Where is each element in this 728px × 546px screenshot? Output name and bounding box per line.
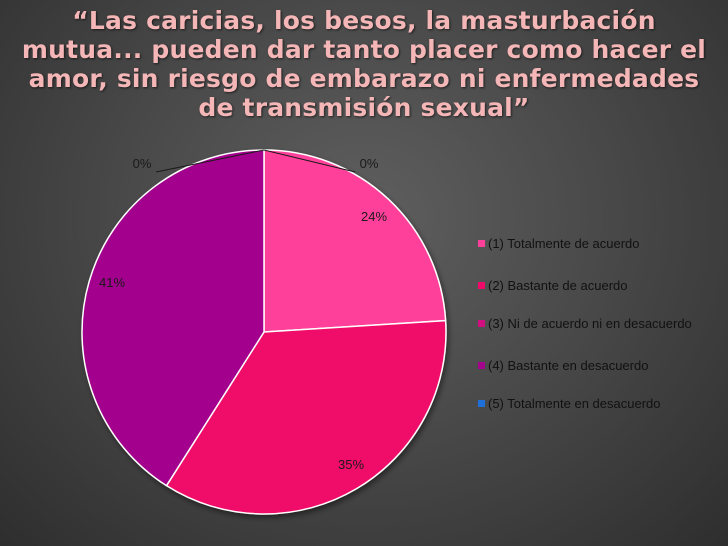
legend-swatch-5 (478, 400, 485, 407)
legend-label-1: (1) Totalmente de acuerdo (488, 236, 640, 251)
legend-item-1: (1) Totalmente de acuerdo (478, 236, 708, 252)
pie-slice-4 (81, 149, 265, 487)
slide-title: “Las caricias, los besos, la masturbació… (21, 6, 707, 122)
legend-label-5: (5) Totalmente en desacuerdo (488, 396, 661, 411)
legend-label-3: (3) Ni de acuerdo ni en desacuerdo (488, 316, 692, 331)
legend-swatch-1 (478, 240, 485, 247)
legend-swatch-2 (478, 282, 485, 289)
legend-swatch-3 (478, 320, 485, 327)
legend-item-3: (3) Ni de acuerdo ni en desacuerdo (478, 316, 708, 332)
pie-slice-1 (263, 149, 447, 333)
data-label-4: 41% (99, 275, 125, 290)
legend-item-4: (4) Bastante en desacuerdo (478, 358, 708, 374)
pie-slice-2 (165, 319, 447, 515)
data-label-3: 0% (360, 156, 379, 171)
leader-line-5 (155, 149, 265, 173)
legend-label-4: (4) Bastante en desacuerdo (488, 358, 649, 373)
legend-swatch-4 (478, 362, 485, 369)
data-label-5: 0% (133, 156, 152, 171)
legend-item-2: (2) Bastante de acuerdo (478, 278, 708, 294)
data-label-2: 35% (338, 457, 364, 472)
data-label-1: 24% (361, 209, 387, 224)
legend-item-5: (5) Totalmente en desacuerdo (478, 396, 708, 412)
legend-label-2: (2) Bastante de acuerdo (488, 278, 628, 293)
leader-line-3 (263, 149, 356, 173)
